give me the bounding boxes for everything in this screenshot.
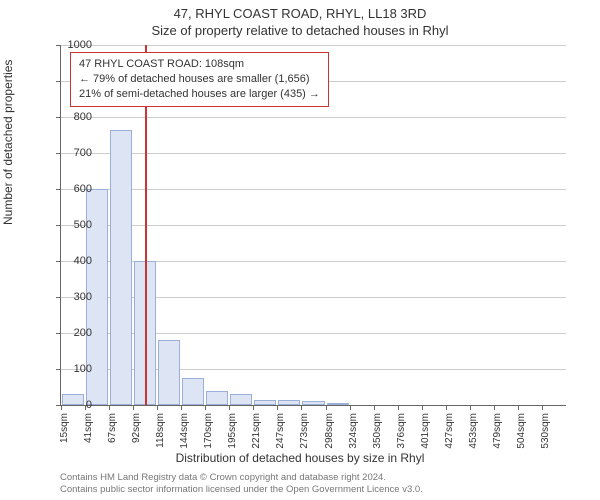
ytick-mark: [56, 153, 61, 154]
xtick-label: 427sqm: [444, 413, 455, 449]
annotation-line2: ← 79% of detached houses are smaller (1,…: [79, 72, 320, 87]
xtick-label: 118sqm: [155, 413, 166, 448]
xtick-mark: [301, 405, 302, 410]
gridline: [61, 225, 566, 226]
ytick-mark: [56, 261, 61, 262]
histogram-bar: [230, 394, 252, 405]
xtick-mark: [277, 405, 278, 410]
xtick-label: 170sqm: [203, 413, 214, 449]
footer-copyright: Contains HM Land Registry data © Crown c…: [60, 472, 386, 483]
histogram-bar: [302, 401, 324, 405]
xtick-mark: [518, 405, 519, 410]
xtick-label: 453sqm: [468, 413, 479, 449]
histogram-bar: [158, 340, 180, 405]
xtick-mark: [326, 405, 327, 410]
xtick-mark: [470, 405, 471, 410]
xtick-label: 221sqm: [251, 413, 262, 449]
xtick-label: 195sqm: [227, 413, 238, 449]
ytick-label: 1000: [68, 39, 92, 51]
ytick-label: 700: [74, 147, 92, 159]
xtick-label: 273sqm: [299, 413, 310, 449]
ytick-mark: [56, 333, 61, 334]
xtick-mark: [229, 405, 230, 410]
ytick-label: 200: [74, 327, 92, 339]
xtick-label: 401sqm: [420, 413, 431, 449]
xtick-label: 15sqm: [59, 413, 70, 443]
xtick-mark: [61, 405, 62, 410]
ytick-label: 100: [74, 363, 92, 375]
histogram-bar: [254, 400, 276, 405]
xtick-mark: [181, 405, 182, 410]
xtick-label: 92sqm: [131, 413, 142, 443]
ytick-mark: [56, 225, 61, 226]
xtick-label: 479sqm: [492, 413, 503, 449]
xtick-mark: [205, 405, 206, 410]
ytick-mark: [56, 117, 61, 118]
xtick-mark: [398, 405, 399, 410]
chart-title-address: 47, RHYL COAST ROAD, RHYL, LL18 3RD: [0, 6, 600, 21]
ytick-label: 0: [86, 399, 92, 411]
xtick-mark: [157, 405, 158, 410]
chart-container: 47, RHYL COAST ROAD, RHYL, LL18 3RD Size…: [0, 0, 600, 500]
histogram-bar: [206, 391, 228, 405]
ytick-mark: [56, 297, 61, 298]
xtick-mark: [350, 405, 351, 410]
ytick-mark: [56, 81, 61, 82]
xtick-label: 247sqm: [275, 413, 286, 449]
histogram-bar: [327, 403, 349, 405]
xtick-label: 504sqm: [516, 413, 527, 449]
xtick-mark: [133, 405, 134, 410]
histogram-bar: [278, 400, 300, 405]
ytick-label: 500: [74, 219, 92, 231]
xtick-label: 144sqm: [179, 413, 190, 449]
ytick-label: 300: [74, 291, 92, 303]
xtick-label: 67sqm: [107, 413, 118, 443]
xtick-label: 350sqm: [372, 413, 383, 449]
xtick-label: 298sqm: [324, 413, 335, 449]
gridline: [61, 189, 566, 190]
ytick-label: 800: [74, 111, 92, 123]
xtick-mark: [253, 405, 254, 410]
gridline: [61, 45, 566, 46]
ytick-mark: [56, 45, 61, 46]
xtick-label: 530sqm: [540, 413, 551, 449]
xtick-mark: [494, 405, 495, 410]
ytick-mark: [56, 189, 61, 190]
xtick-mark: [374, 405, 375, 410]
xtick-label: 376sqm: [396, 413, 407, 449]
annotation-line3: 21% of semi-detached houses are larger (…: [79, 87, 320, 102]
gridline: [61, 117, 566, 118]
annotation-box: 47 RHYL COAST ROAD: 108sqm← 79% of detac…: [70, 52, 329, 107]
ytick-label: 400: [74, 255, 92, 267]
xtick-mark: [542, 405, 543, 410]
histogram-bar: [110, 130, 132, 405]
xtick-label: 41sqm: [83, 413, 94, 443]
xtick-label: 324sqm: [348, 413, 359, 449]
y-axis-label: Number of detached properties: [1, 60, 15, 225]
footer-licence: Contains public sector information licen…: [60, 484, 423, 495]
ytick-label: 600: [74, 183, 92, 195]
xtick-mark: [422, 405, 423, 410]
x-axis-label: Distribution of detached houses by size …: [0, 451, 600, 465]
gridline: [61, 153, 566, 154]
chart-title-description: Size of property relative to detached ho…: [0, 23, 600, 38]
xtick-mark: [109, 405, 110, 410]
xtick-mark: [446, 405, 447, 410]
annotation-line1: 47 RHYL COAST ROAD: 108sqm: [79, 57, 320, 72]
histogram-bar: [182, 378, 204, 405]
ytick-mark: [56, 369, 61, 370]
histogram-bar: [62, 394, 84, 405]
